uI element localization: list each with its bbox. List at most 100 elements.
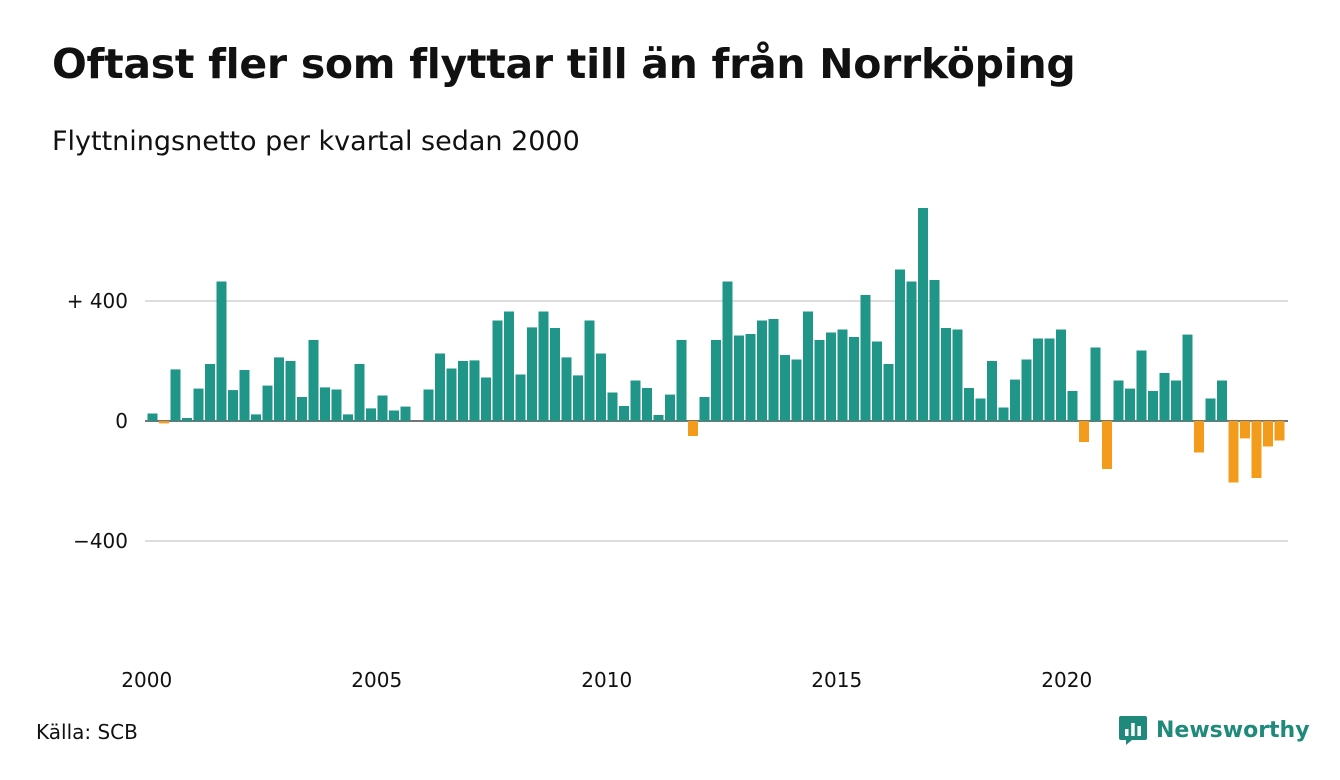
bar	[515, 374, 526, 421]
bar	[1136, 350, 1147, 421]
bar	[331, 389, 342, 421]
bar	[469, 360, 480, 421]
y-tick-label: −400	[73, 529, 128, 553]
bar	[251, 414, 261, 421]
bar	[826, 332, 836, 421]
bar	[883, 364, 894, 421]
bar	[343, 414, 353, 421]
bar	[205, 364, 215, 421]
bar	[400, 406, 411, 421]
bar	[550, 328, 560, 421]
bar	[895, 269, 905, 421]
bar	[998, 407, 1009, 421]
bar	[1228, 421, 1239, 483]
bar	[1010, 379, 1020, 421]
bar	[757, 320, 767, 421]
bar	[182, 418, 192, 421]
bar	[1090, 347, 1101, 421]
bar	[860, 295, 871, 421]
bar	[630, 380, 641, 421]
brand-name: Newsworthy	[1156, 717, 1310, 743]
bar	[653, 415, 664, 421]
bar	[228, 390, 238, 421]
bar	[297, 397, 307, 421]
bar	[389, 410, 399, 421]
bar	[745, 334, 756, 421]
bar	[596, 353, 606, 421]
x-tick-label: 2005	[351, 668, 402, 692]
bar	[722, 281, 733, 421]
bar	[711, 340, 721, 421]
chart-subtitle: Flyttningsnetto per kvartal sedan 2000	[52, 126, 580, 157]
bar	[458, 361, 468, 421]
bar	[1079, 421, 1089, 442]
bars	[147, 208, 1285, 483]
bar	[1159, 373, 1170, 421]
bar	[1171, 380, 1181, 421]
bar	[837, 329, 848, 421]
bar	[308, 340, 319, 421]
bar	[1102, 421, 1112, 469]
bar	[872, 341, 882, 421]
y-tick-label: 0	[115, 409, 128, 433]
x-tick-label: 2015	[811, 668, 862, 692]
bar	[1274, 421, 1285, 441]
bar	[619, 406, 629, 421]
bar	[377, 395, 388, 421]
bar	[987, 361, 997, 421]
bar	[492, 320, 503, 421]
bar	[561, 357, 572, 421]
bar	[1217, 380, 1227, 421]
bar	[607, 392, 618, 421]
newsworthy-logo-icon	[1119, 716, 1147, 745]
brand-logo: Newsworthy	[1118, 714, 1310, 746]
bar	[768, 319, 779, 421]
bar	[573, 375, 583, 421]
bar	[1044, 338, 1055, 421]
bar	[320, 387, 330, 421]
bar	[170, 369, 181, 421]
bar	[527, 327, 537, 421]
bar	[1113, 380, 1124, 421]
bar	[1182, 334, 1193, 421]
bar	[952, 329, 963, 421]
bar	[1125, 388, 1135, 421]
bar	[688, 421, 698, 436]
bar	[975, 398, 986, 421]
bar	[1021, 359, 1032, 421]
bar	[1205, 398, 1216, 421]
y-tick-label: + 400	[67, 289, 128, 313]
bar	[665, 394, 675, 421]
source-note: Källa: SCB	[36, 720, 138, 744]
bar	[929, 280, 940, 421]
x-tick-label: 2020	[1041, 668, 1092, 692]
bar	[538, 311, 549, 421]
bar	[354, 364, 365, 421]
bar	[262, 385, 273, 421]
bar	[814, 340, 825, 421]
bar	[642, 388, 652, 421]
bar	[216, 281, 227, 421]
bar	[1263, 421, 1273, 447]
axis-labels: + 400 0 −400 2000 2005 2010 2015 2020	[67, 289, 1093, 692]
bar	[435, 353, 445, 421]
bar	[1194, 421, 1204, 453]
bar	[699, 397, 710, 421]
bar	[941, 328, 951, 421]
bar	[1067, 391, 1078, 421]
bar	[274, 357, 284, 421]
bar	[676, 340, 687, 421]
bar	[1033, 338, 1043, 421]
bar	[504, 311, 514, 421]
bar	[1240, 421, 1250, 439]
bar	[964, 388, 974, 421]
x-tick-label: 2010	[581, 668, 632, 692]
bar	[791, 359, 802, 421]
bar	[193, 388, 204, 421]
bar	[584, 320, 595, 421]
bar	[734, 335, 744, 421]
bar	[159, 421, 169, 424]
bar	[239, 370, 250, 421]
bar	[906, 281, 917, 421]
